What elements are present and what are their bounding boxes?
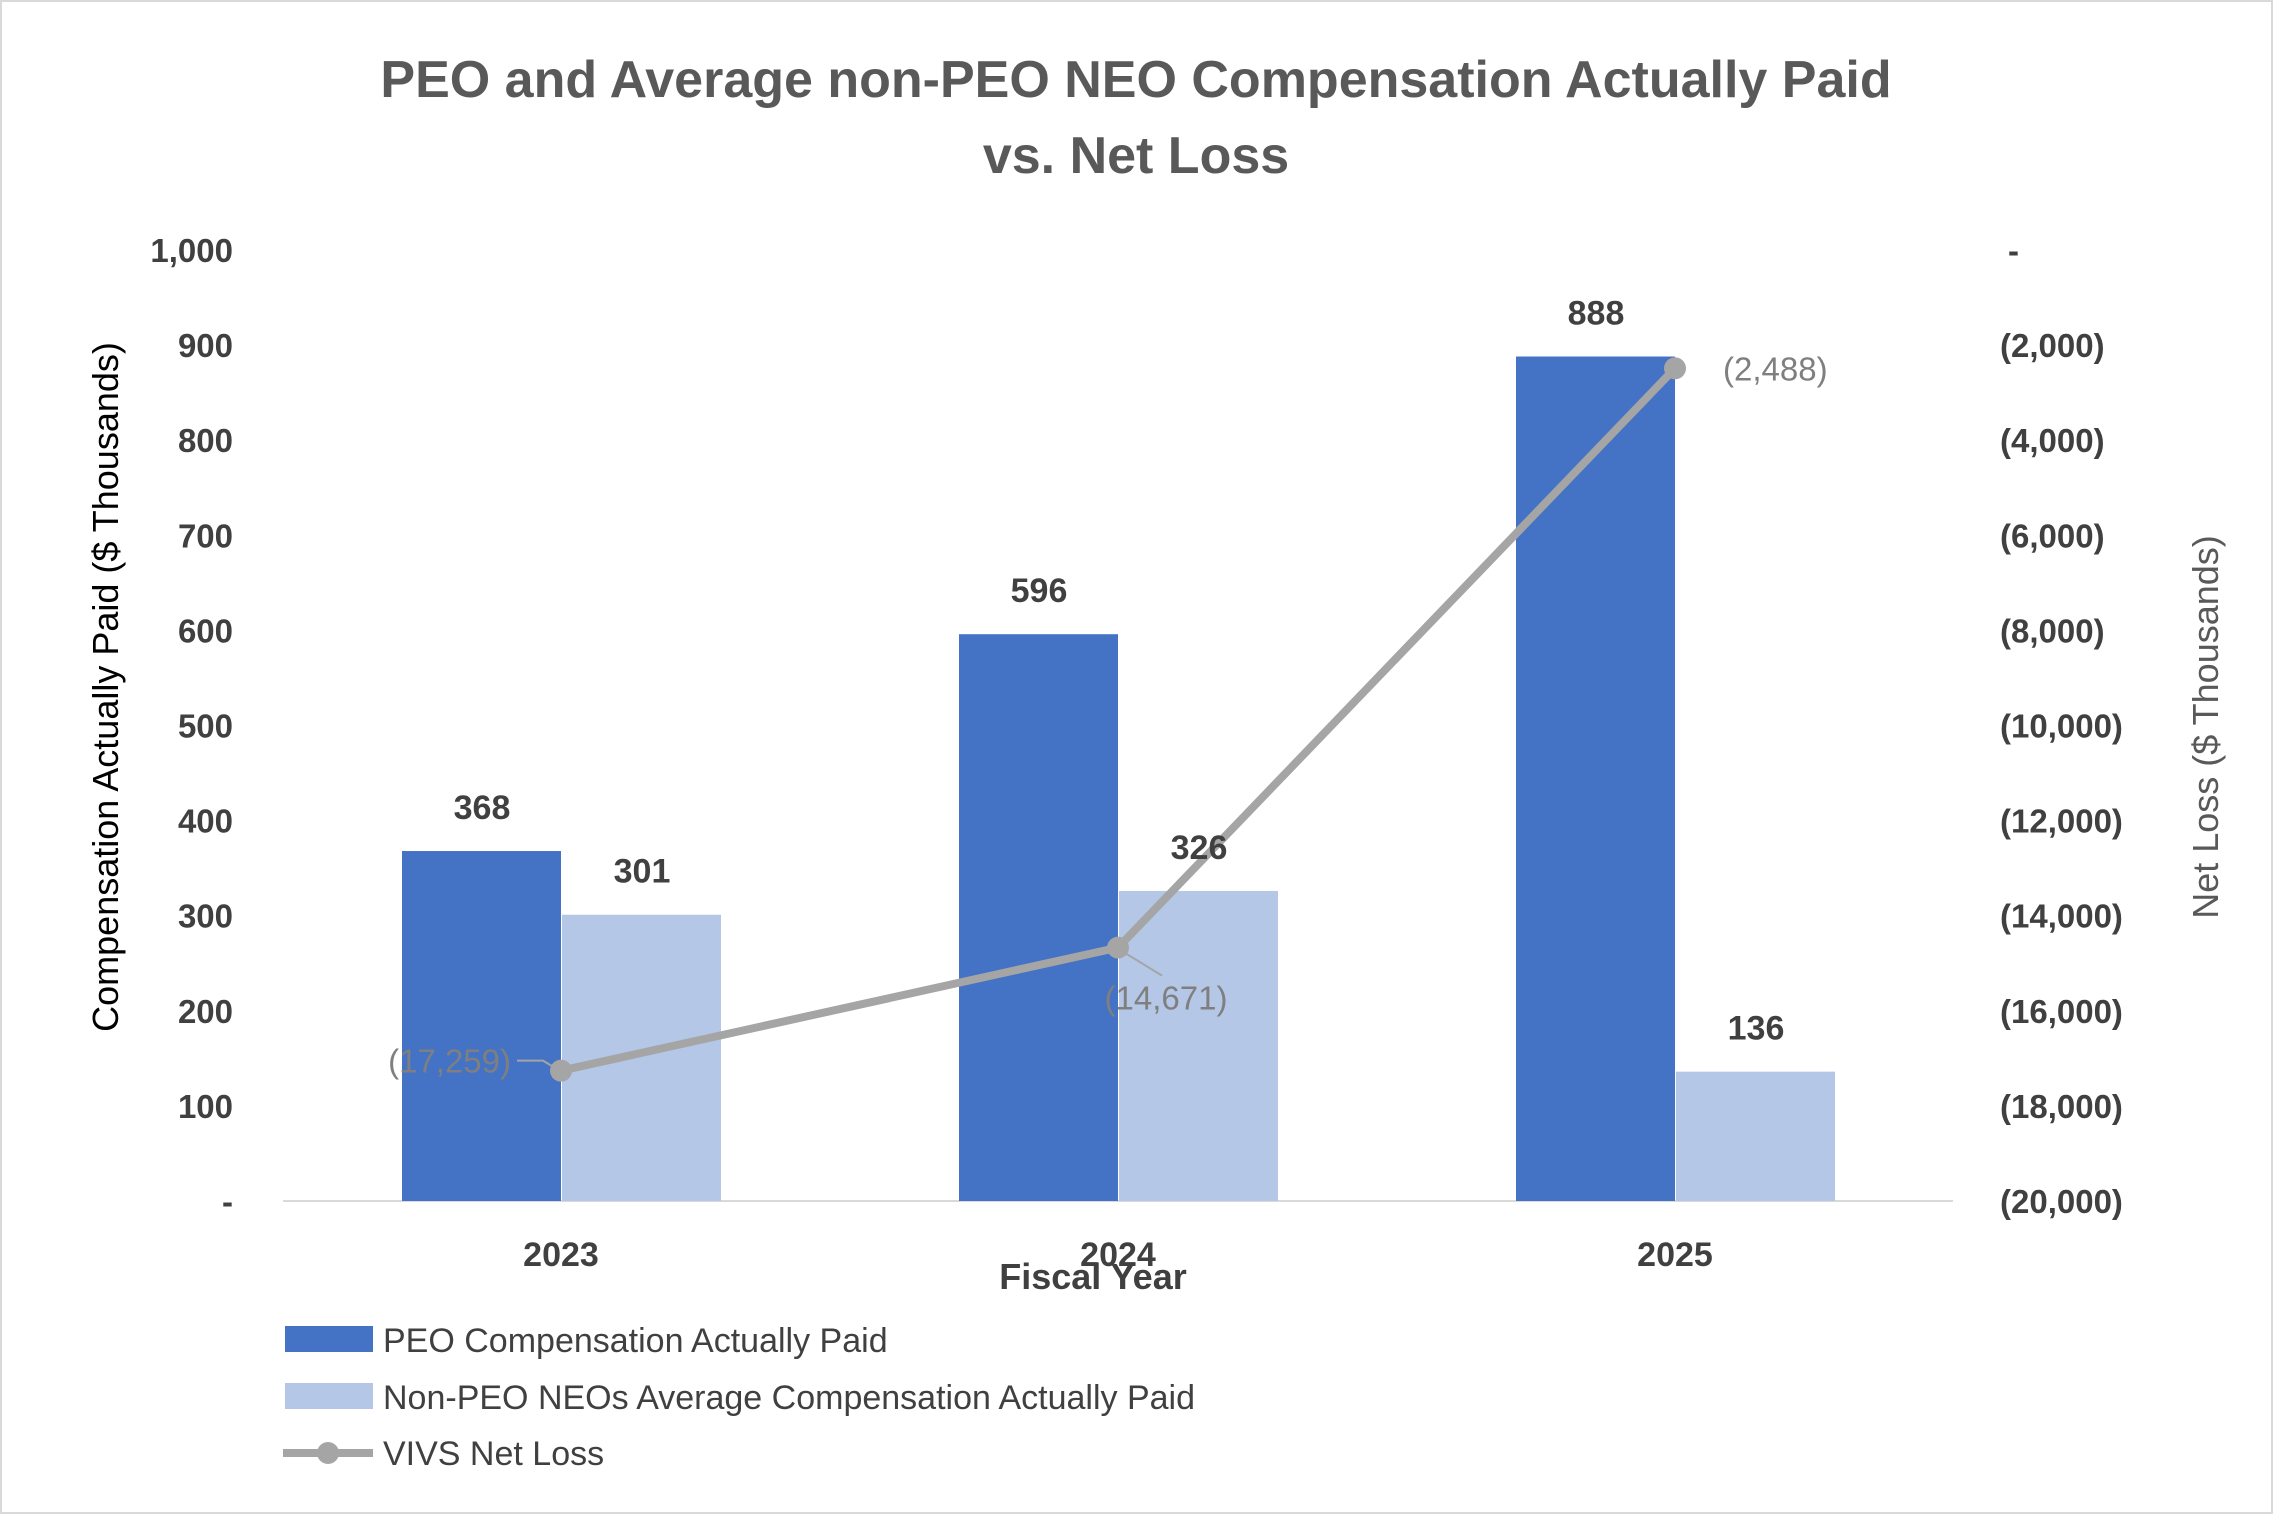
bar-peo [959, 634, 1118, 1201]
chart-title-line-1: PEO and Average non-PEO NEO Compensation… [380, 51, 1891, 109]
y-tick-left-label: 600 [178, 612, 233, 649]
bar-label-peo: 888 [1568, 295, 1625, 333]
chart-title-line-2: vs. Net Loss [983, 127, 1289, 185]
x-tick-label: 2025 [1637, 1236, 1713, 1274]
y-tick-left-label: 1,000 [150, 232, 233, 269]
y-tick-right-label: (2,000) [2000, 327, 2105, 364]
y-tick-left-label: 800 [178, 422, 233, 459]
y-tick-right-label: (16,000) [2000, 993, 2123, 1030]
y-tick-left-label: 900 [178, 327, 233, 364]
y-axis-left-ticks: - 100 200 300 400 500 600 700 800 900 1,000 [150, 232, 233, 1220]
bar-peo [402, 851, 561, 1201]
x-axis-ticks: 2023 2024 2025 [523, 1236, 1713, 1274]
y-tick-right-label: (20,000) [2000, 1183, 2123, 1220]
y-tick-left-label: - [222, 1183, 233, 1220]
x-tick-label: 2024 [1080, 1236, 1156, 1274]
y-tick-right-label: (8,000) [2000, 612, 2105, 649]
bar-label-non-peo: 326 [1171, 829, 1228, 867]
legend: PEO Compensation Actually Paid Non-PEO N… [283, 1322, 1195, 1473]
x-tick-label: 2023 [523, 1236, 599, 1274]
bar-non-peo [1676, 1071, 1835, 1201]
net-loss-marker [550, 1059, 572, 1082]
net-loss-data-label: (17,259) [388, 1043, 511, 1080]
net-loss-marker [1107, 936, 1129, 959]
bar-non-peo [562, 914, 721, 1201]
y-tick-left-label: 500 [178, 708, 233, 745]
bar-label-peo: 368 [454, 789, 511, 827]
bar-data-labels: 368 596 888 301 326 136 [454, 295, 1785, 1048]
y-tick-right-label: (6,000) [2000, 517, 2105, 554]
legend-label-peo: PEO Compensation Actually Paid [383, 1322, 888, 1360]
net-loss-leader-line [1125, 952, 1163, 977]
legend-swatch-net-loss-marker [317, 1442, 339, 1464]
y-axis-title-right: Net Loss ($ Thousands) [2185, 535, 2226, 919]
x-axis-title: Fiscal Year [999, 1256, 1187, 1297]
bar-label-non-peo: 301 [614, 853, 671, 891]
y-tick-right-label: - [2008, 232, 2019, 269]
bar-label-non-peo: 136 [1728, 1010, 1785, 1048]
bar-series [402, 356, 1835, 1202]
net-loss-line-series: (17,259) (14,671) (2,488) [388, 350, 1828, 1082]
y-tick-right-label: (12,000) [2000, 803, 2123, 840]
bar-non-peo [1119, 890, 1278, 1201]
net-loss-leader-line [517, 1059, 554, 1068]
y-tick-left-label: 100 [178, 1088, 233, 1125]
legend-swatch-peo [285, 1326, 373, 1352]
net-loss-data-label: (2,488) [1723, 350, 1828, 387]
y-tick-right-label: (18,000) [2000, 1088, 2123, 1125]
y-axis-title-left: Compensation Actually Paid ($ Thousands) [85, 342, 126, 1032]
y-tick-left-label: 700 [178, 517, 233, 554]
y-tick-left-label: 300 [178, 898, 233, 935]
y-tick-right-label: (14,000) [2000, 898, 2123, 935]
y-tick-right-label: (4,000) [2000, 422, 2105, 459]
bar-label-peo: 596 [1011, 572, 1068, 610]
net-loss-marker [1664, 357, 1686, 380]
y-tick-left-label: 400 [178, 803, 233, 840]
bar-peo [1516, 356, 1675, 1202]
legend-label-non-peo: Non-PEO NEOs Average Compensation Actual… [383, 1379, 1195, 1417]
y-tick-right-label: (10,000) [2000, 708, 2123, 745]
legend-label-net-loss: VIVS Net Loss [383, 1435, 604, 1473]
y-axis-right-ticks: (20,000) (18,000) (16,000) (14,000) (12,000)… [2000, 232, 2123, 1220]
legend-swatch-non-peo [285, 1383, 373, 1409]
net-loss-data-label: (14,671) [1105, 980, 1228, 1017]
y-tick-left-label: 200 [178, 993, 233, 1030]
